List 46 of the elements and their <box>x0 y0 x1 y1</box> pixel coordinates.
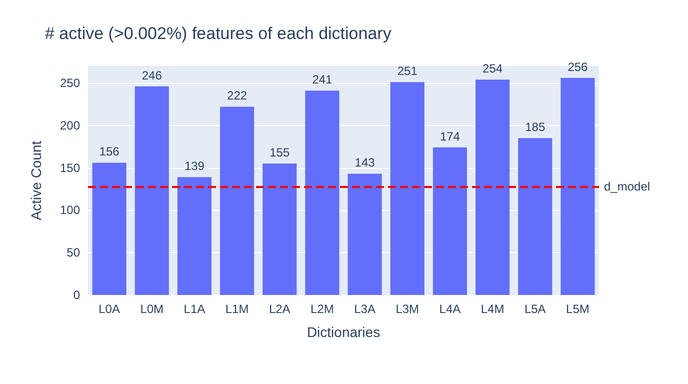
x-tick-label: L2M <box>310 302 334 316</box>
x-tick-label: L3M <box>396 302 420 316</box>
x-tick-label: L5M <box>566 302 590 316</box>
data-label: 139 <box>184 159 205 174</box>
bar <box>220 106 254 295</box>
y-axis-title: Active Count <box>28 140 44 220</box>
bar <box>348 174 382 295</box>
bar <box>92 162 126 295</box>
data-label: 222 <box>227 88 248 103</box>
chart-title: # active (>0.002%) features of each dictionary <box>45 24 392 43</box>
y-tick-label: 250 <box>60 76 80 90</box>
bar <box>134 86 169 295</box>
bar <box>560 78 595 295</box>
x-tick-label: L2A <box>268 302 290 316</box>
data-label: 174 <box>440 129 460 144</box>
ref-line-label: d_model <box>604 179 650 194</box>
x-tick-label: L5A <box>524 302 546 316</box>
data-label: 241 <box>312 72 333 87</box>
data-label: 156 <box>99 144 120 159</box>
y-tick-label: 0 <box>73 288 80 302</box>
x-tick-label: L1M <box>225 302 249 316</box>
data-label: 155 <box>270 146 290 160</box>
y-tick-label: 50 <box>66 246 80 260</box>
bar <box>476 80 510 295</box>
y-tick-label: 100 <box>60 203 80 218</box>
y-tick-label: 200 <box>60 118 80 132</box>
x-tick-label: L3A <box>354 302 376 316</box>
y-tick-label: 150 <box>60 160 80 175</box>
x-tick-label: L0M <box>140 302 164 316</box>
bar <box>518 138 552 295</box>
data-label: 143 <box>354 156 376 170</box>
data-label: 185 <box>525 120 546 134</box>
bar <box>177 177 212 295</box>
x-tick-label: L4A <box>439 302 461 316</box>
data-label: 251 <box>397 64 418 78</box>
x-tick-label: L1A <box>184 302 206 316</box>
x-tick-label: L0A <box>98 302 120 316</box>
x-tick-label: L4M <box>480 302 504 316</box>
data-label: 256 <box>568 60 588 74</box>
bar <box>432 147 467 295</box>
x-axis-title: Dictionaries <box>306 324 380 340</box>
bar <box>305 90 340 295</box>
data-label: 246 <box>142 68 162 82</box>
bar <box>262 164 297 295</box>
data-label: 254 <box>482 62 503 76</box>
bar <box>390 82 424 295</box>
